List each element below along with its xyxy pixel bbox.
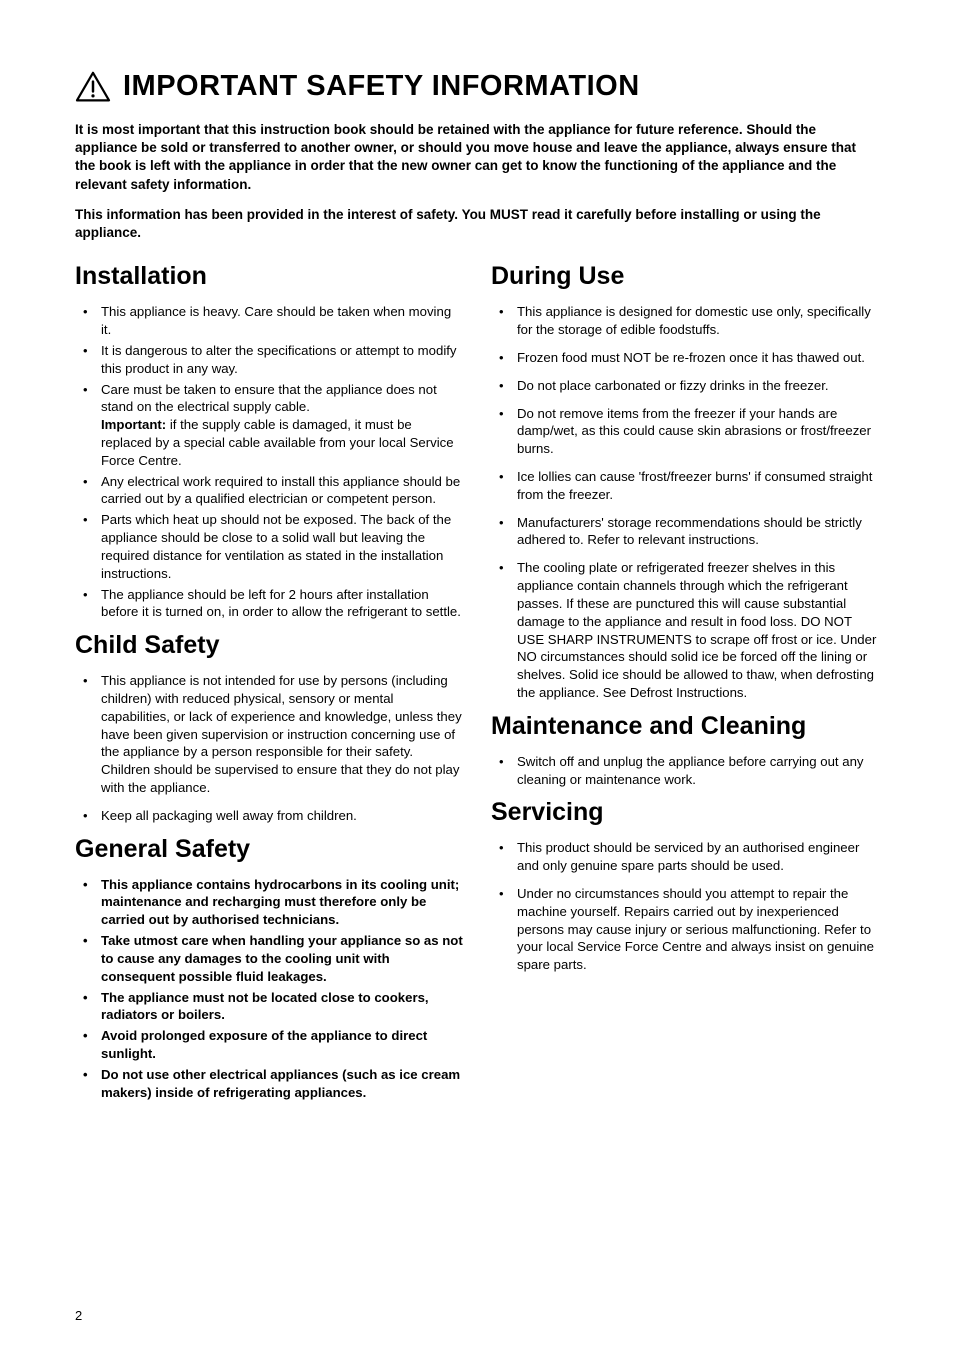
- list-item: This product should be serviced by an au…: [517, 839, 879, 875]
- child-safety-heading: Child Safety: [75, 631, 463, 660]
- general-safety-heading: General Safety: [75, 835, 463, 864]
- list-item: Care must be taken to ensure that the ap…: [101, 381, 463, 470]
- right-column: During Use This appliance is designed fo…: [491, 256, 879, 1111]
- maintenance-list: Switch off and unplug the appliance befo…: [491, 753, 879, 789]
- list-item: Ice lollies can cause 'frost/freezer bur…: [517, 468, 879, 504]
- during-use-list: This appliance is designed for domestic …: [491, 303, 879, 701]
- during-use-heading: During Use: [491, 262, 879, 291]
- list-item: The appliance must not be located close …: [101, 989, 463, 1025]
- list-item: Parts which heat up should not be expose…: [101, 511, 463, 582]
- left-column: Installation This appliance is heavy. Ca…: [75, 256, 463, 1111]
- child-safety-list: This appliance is not intended for use b…: [75, 672, 463, 825]
- list-item: Frozen food must NOT be re-frozen once i…: [517, 349, 879, 367]
- installation-list: This appliance is heavy. Care should be …: [75, 303, 463, 621]
- maintenance-heading: Maintenance and Cleaning: [491, 712, 879, 741]
- list-item: Switch off and unplug the appliance befo…: [517, 753, 879, 789]
- list-item: Do not place carbonated or fizzy drinks …: [517, 377, 879, 395]
- list-item: This appliance is designed for domestic …: [517, 303, 879, 339]
- servicing-list: This product should be serviced by an au…: [491, 839, 879, 974]
- list-item-text: Care must be taken to ensure that the ap…: [101, 382, 437, 415]
- list-item: The appliance should be left for 2 hours…: [101, 586, 463, 622]
- general-safety-list: This appliance contains hydrocarbons in …: [75, 876, 463, 1102]
- list-item: It is dangerous to alter the specificati…: [101, 342, 463, 378]
- warning-icon: [75, 71, 111, 103]
- content-columns: Installation This appliance is heavy. Ca…: [75, 256, 879, 1111]
- list-item: This appliance contains hydrocarbons in …: [101, 876, 463, 929]
- intro-paragraph-1: It is most important that this instructi…: [75, 121, 879, 194]
- installation-heading: Installation: [75, 262, 463, 291]
- page-number: 2: [75, 1308, 82, 1323]
- list-item: Do not remove items from the freezer if …: [517, 405, 879, 458]
- list-item: Do not use other electrical appliances (…: [101, 1066, 463, 1102]
- list-item: Under no circumstances should you attemp…: [517, 885, 879, 974]
- list-item: Take utmost care when handling your appl…: [101, 932, 463, 985]
- list-item: This appliance is heavy. Care should be …: [101, 303, 463, 339]
- servicing-heading: Servicing: [491, 798, 879, 827]
- list-item: Any electrical work required to install …: [101, 473, 463, 509]
- list-item: Keep all packaging well away from childr…: [101, 807, 463, 825]
- list-item: This appliance is not intended for use b…: [101, 672, 463, 797]
- title-row: IMPORTANT SAFETY INFORMATION: [75, 70, 879, 103]
- page-title: IMPORTANT SAFETY INFORMATION: [123, 70, 640, 103]
- list-item: Manufacturers' storage recommendations s…: [517, 514, 879, 550]
- list-item: Avoid prolonged exposure of the applianc…: [101, 1027, 463, 1063]
- list-item: The cooling plate or refrigerated freeze…: [517, 559, 879, 702]
- important-label: Important:: [101, 417, 166, 432]
- intro-paragraph-2: This information has been provided in th…: [75, 206, 879, 242]
